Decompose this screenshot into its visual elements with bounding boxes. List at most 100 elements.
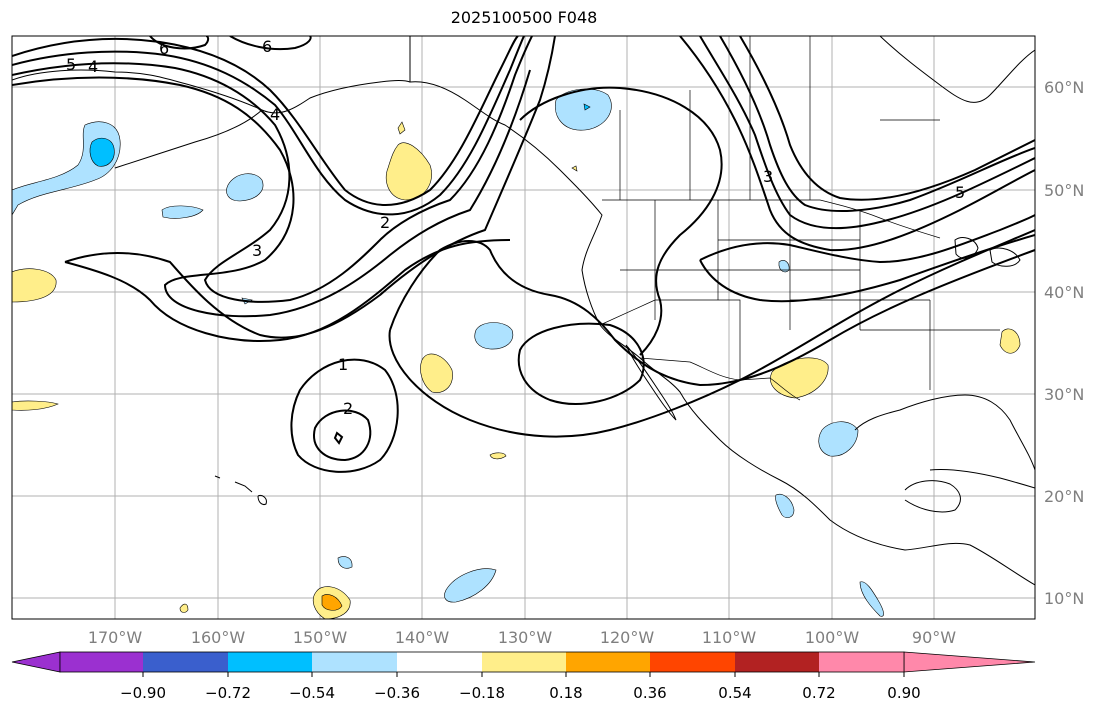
contour-lines xyxy=(12,36,1035,473)
coastlines xyxy=(12,36,1035,586)
colorbar-tick-label: −0.18 xyxy=(459,684,505,702)
anomaly-patch xyxy=(321,594,343,611)
graticule xyxy=(12,36,1035,619)
shaded-anomalies xyxy=(12,88,1021,619)
contour-line xyxy=(719,36,1035,212)
contour-labels: 6 6 5 4 4 3 3 2 2 1 5 xyxy=(66,37,965,418)
longitude-label: 130°W xyxy=(498,628,553,647)
longitude-label: 100°W xyxy=(805,628,860,647)
contour-line xyxy=(12,36,519,206)
contour-line xyxy=(64,239,511,342)
anomaly-patch xyxy=(385,142,432,201)
contour-line xyxy=(517,322,645,405)
contour-line xyxy=(389,240,1035,387)
map-frame xyxy=(11,35,1036,620)
anomaly-patch xyxy=(226,173,264,202)
contour-label: 6 xyxy=(159,39,169,58)
contour-line xyxy=(313,409,372,462)
anomaly-patch xyxy=(89,137,115,167)
contour-label: 1 xyxy=(338,355,348,374)
cuba xyxy=(929,469,1035,489)
contour-label: 3 xyxy=(252,241,262,260)
yucatan-coast xyxy=(904,480,961,513)
longitude-label: 160°W xyxy=(191,628,246,647)
longitude-label: 170°W xyxy=(88,628,143,647)
colorbar-swatch xyxy=(60,652,143,672)
colorbar-swatch xyxy=(312,652,397,672)
contour-line xyxy=(333,431,344,445)
contour-line xyxy=(519,86,723,356)
colorbar-tick-label: −0.90 xyxy=(120,684,166,702)
colorbar: −0.90 −0.72 −0.54 −0.36 −0.18 0.18 0.36 0.54 0.7… xyxy=(11,651,1036,702)
longitude-label: 110°W xyxy=(702,628,757,647)
contour-line xyxy=(699,234,1035,303)
colorbar-swatch xyxy=(397,652,482,672)
political-borders xyxy=(409,36,1000,401)
colorbar-tick-label: −0.54 xyxy=(289,684,335,702)
colorbar-tick-label: 0.36 xyxy=(633,684,666,702)
anomaly-patch xyxy=(859,581,884,617)
anomaly-patch xyxy=(337,556,353,569)
longitude-label: 90°W xyxy=(912,628,956,647)
anomaly-patch xyxy=(161,205,204,219)
colorbar-swatch xyxy=(819,652,904,672)
contour-line xyxy=(679,36,1035,252)
anomaly-patch xyxy=(179,603,189,613)
colorbar-extend-max xyxy=(903,651,1036,673)
latitude-label: 50°N xyxy=(1044,181,1084,200)
contour-line xyxy=(229,36,312,51)
contour-line xyxy=(12,69,531,318)
state-lines xyxy=(599,200,1000,390)
alaska-peninsula xyxy=(114,109,263,169)
anomaly-patch xyxy=(12,400,59,411)
contour-label: 4 xyxy=(270,105,280,124)
contour-line xyxy=(149,36,210,50)
map-title: 2025100500 F048 xyxy=(450,8,598,27)
anomaly-patch xyxy=(999,328,1021,354)
colorbar-tick-label: 0.72 xyxy=(802,684,835,702)
longitude-label: 140°W xyxy=(395,628,450,647)
anomaly-patch xyxy=(12,268,57,303)
alaska-coast xyxy=(12,69,411,114)
contour-label: 6 xyxy=(262,37,272,56)
latitude-label: 30°N xyxy=(1044,385,1084,404)
anomaly-patch xyxy=(444,568,497,603)
colorbar-tick-label: 0.90 xyxy=(887,684,920,702)
anomaly-patch xyxy=(775,493,795,519)
anomaly-patch xyxy=(770,357,829,399)
colorbar-tick-label: −0.36 xyxy=(374,684,420,702)
contour-label: 2 xyxy=(380,213,390,232)
contour-label: 4 xyxy=(88,57,98,76)
contour-label: 2 xyxy=(343,399,353,418)
colorbar-swatch xyxy=(228,652,312,672)
contour-label: 5 xyxy=(66,55,76,74)
colorbar-swatch xyxy=(143,652,228,672)
canada-provinces xyxy=(619,36,940,200)
contour-label: 3 xyxy=(763,167,773,186)
baja-coast xyxy=(625,344,677,421)
north-america-coast xyxy=(409,36,1035,586)
contour-line xyxy=(699,214,1035,264)
colorbar-extend-min xyxy=(11,651,61,673)
hawaii-islands xyxy=(214,475,267,505)
gulf-coast xyxy=(854,394,1035,471)
canada-us-border xyxy=(602,199,941,239)
colorbar-tick-label: 0.18 xyxy=(549,684,582,702)
contour-line xyxy=(12,36,533,303)
map-area: 6 6 5 4 4 3 3 2 2 1 5 xyxy=(12,36,1035,619)
anomaly-patch xyxy=(554,88,612,131)
anomaly-patch xyxy=(489,452,507,460)
hudson-coast xyxy=(879,36,1035,103)
latitude-label: 60°N xyxy=(1044,78,1084,97)
contour-line xyxy=(12,36,525,216)
contour-line xyxy=(739,36,1035,201)
anomaly-patch xyxy=(818,421,859,457)
colorbar-tick-label: 0.54 xyxy=(718,684,751,702)
latitude-label: 40°N xyxy=(1044,283,1084,302)
contour-label: 5 xyxy=(955,183,965,202)
contour-line xyxy=(290,358,399,473)
anomaly-patch xyxy=(474,322,514,350)
anomaly-patch xyxy=(583,103,591,111)
contour-line xyxy=(388,229,1035,438)
